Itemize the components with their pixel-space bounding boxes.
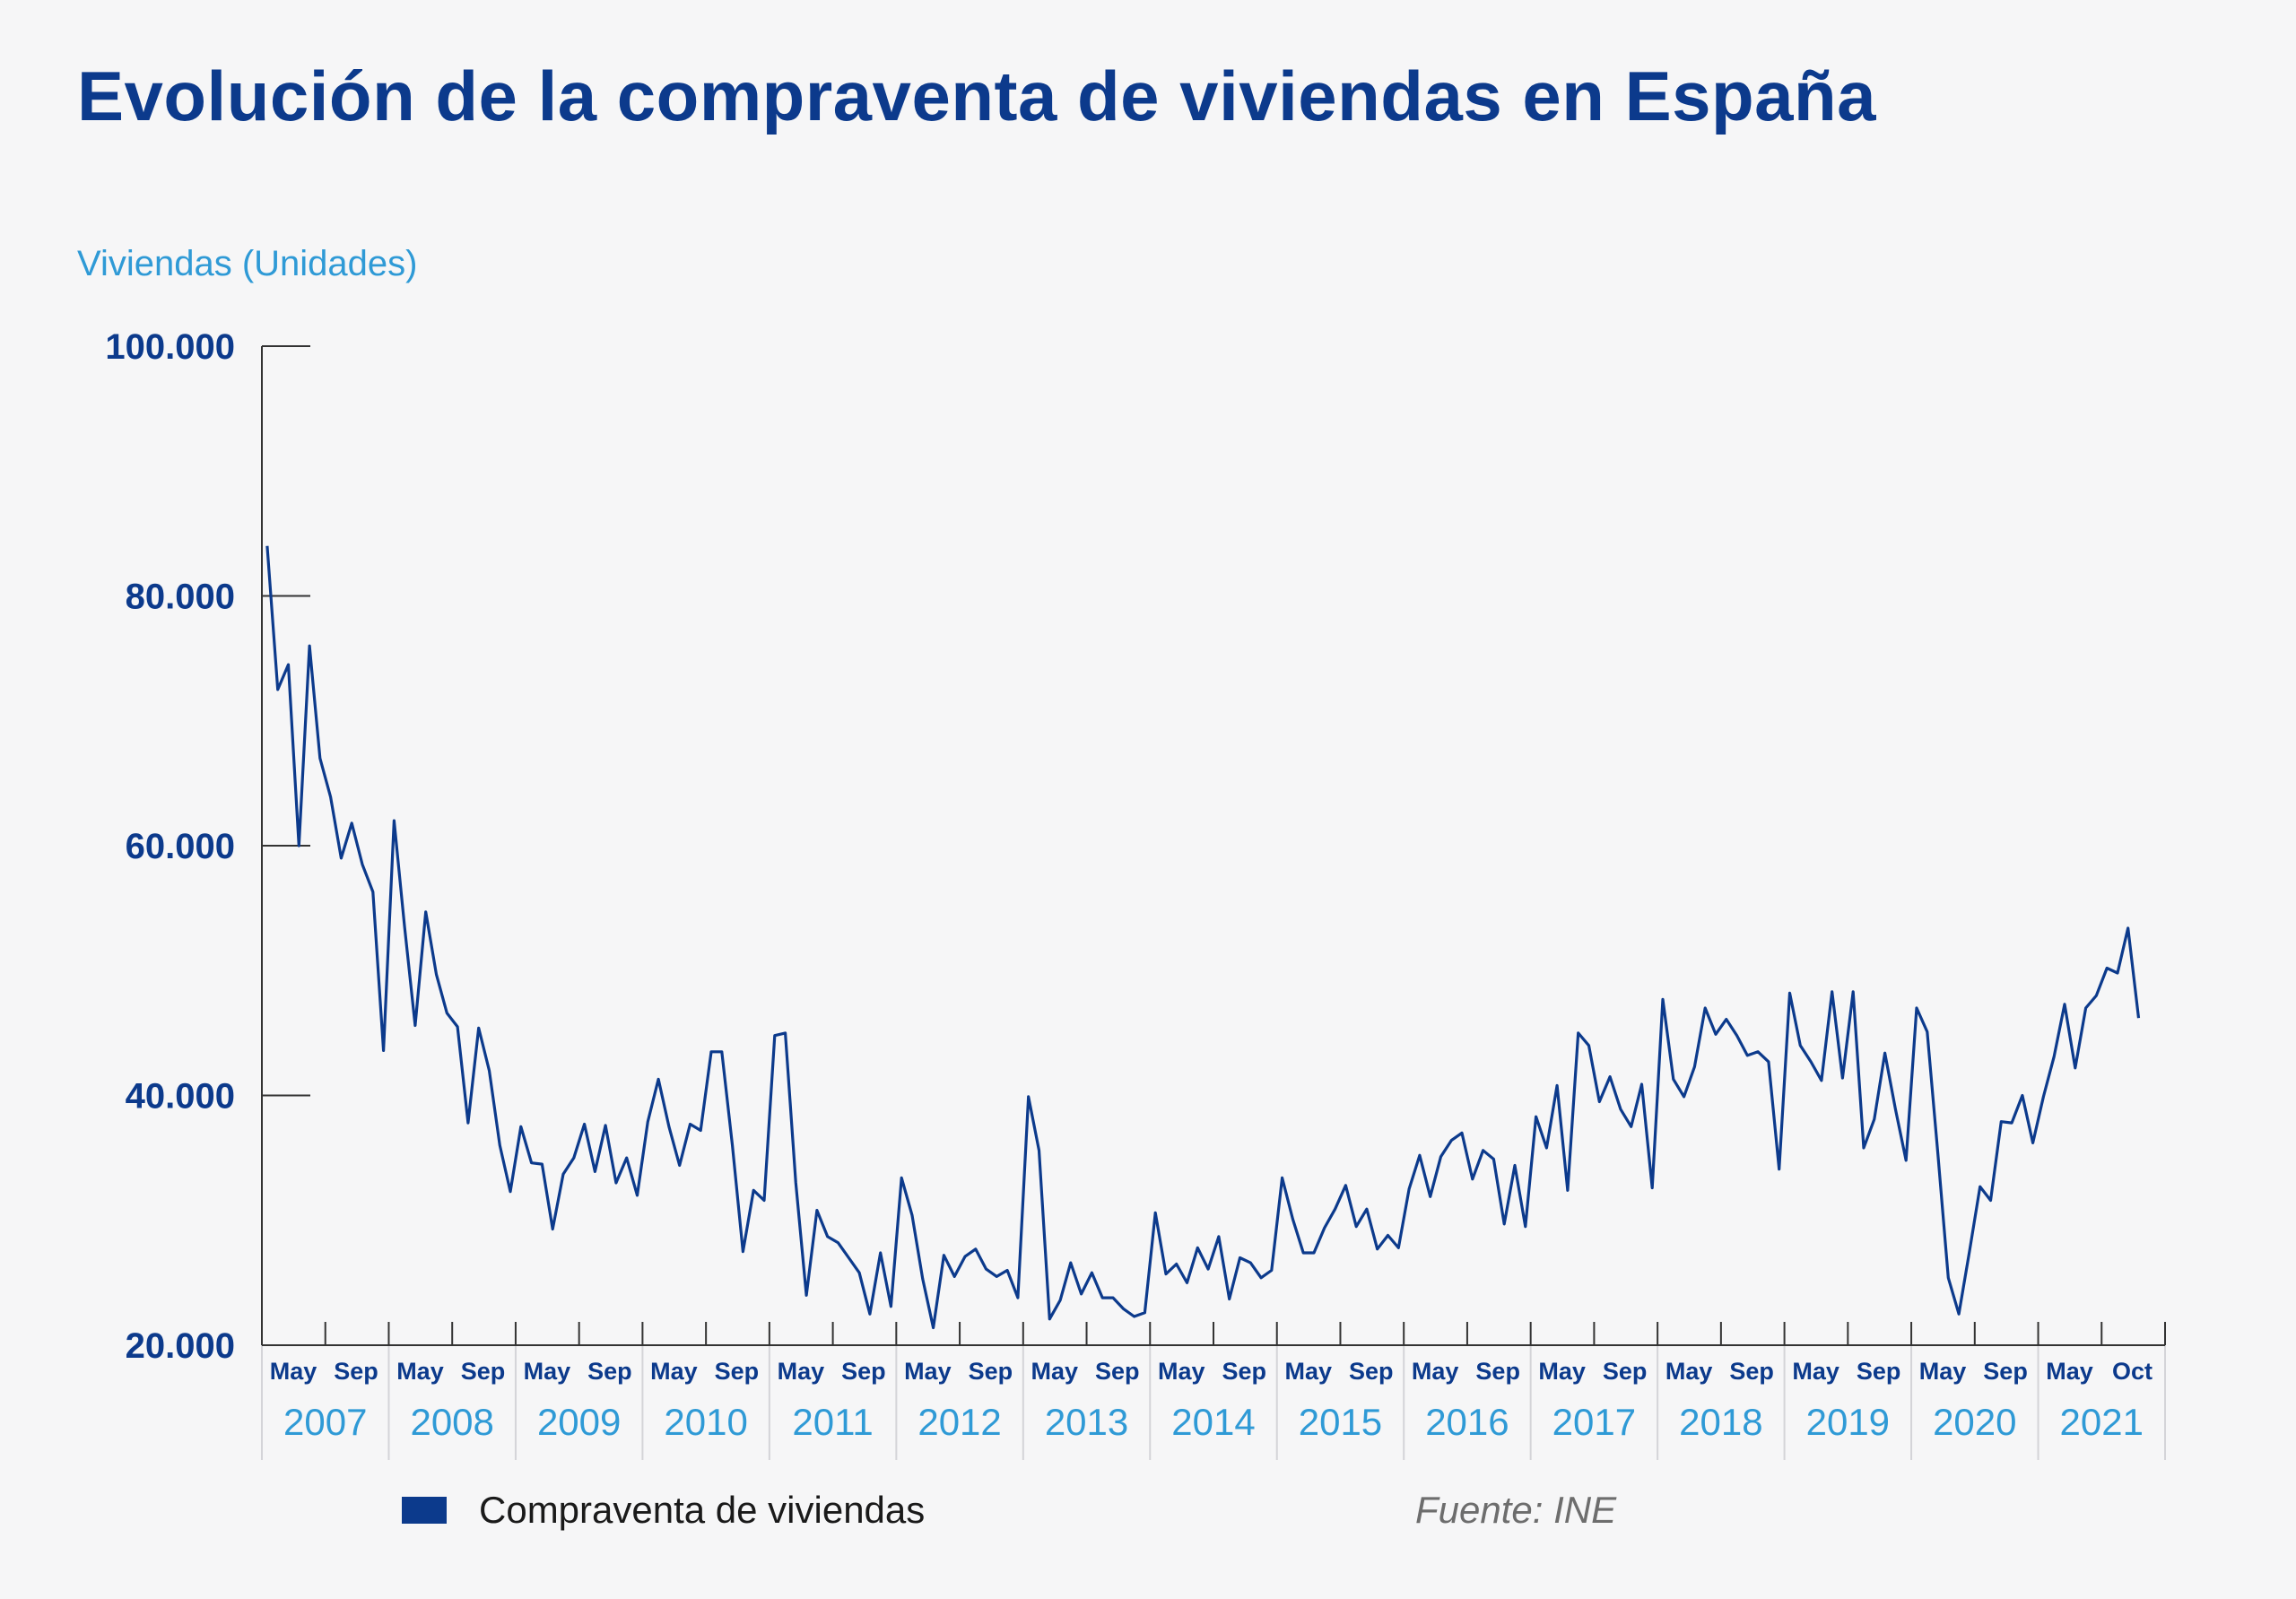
- x-tick-label: May: [1412, 1358, 1459, 1385]
- x-tick-label: Sep: [969, 1358, 1013, 1385]
- year-label: 2008: [410, 1401, 493, 1443]
- year-label: 2020: [1933, 1401, 2016, 1443]
- x-tick-label: Sep: [461, 1358, 506, 1385]
- x-tick-label: Sep: [1475, 1358, 1520, 1385]
- x-tick-label: May: [1792, 1358, 1839, 1385]
- x-tick-label: May: [1031, 1358, 1079, 1385]
- y-axis-label: Viviendas (Unidades): [77, 244, 418, 283]
- year-label: 2016: [1425, 1401, 1509, 1443]
- x-tick-label: Sep: [334, 1358, 378, 1385]
- x-tick-label: May: [1665, 1358, 1713, 1385]
- x-tick-label: Sep: [841, 1358, 886, 1385]
- year-label: 2010: [664, 1401, 747, 1443]
- x-tick-label: Sep: [1349, 1358, 1394, 1385]
- year-label: 2011: [792, 1401, 873, 1443]
- year-label: 2021: [2060, 1401, 2144, 1443]
- x-tick-label: May: [778, 1358, 825, 1385]
- x-tick-label: Sep: [1857, 1358, 1901, 1385]
- chart-title: Evolución de la compraventa de viviendas…: [77, 56, 1877, 135]
- x-tick-label: May: [1158, 1358, 1205, 1385]
- source-note: Fuente: INE: [1415, 1489, 1617, 1531]
- year-label: 2015: [1299, 1401, 1382, 1443]
- year-label: 2018: [1679, 1401, 1762, 1443]
- y-tick-label: 80.000: [126, 578, 235, 617]
- series-line-0: [265, 545, 2141, 1330]
- x-tick-label: May: [1919, 1358, 1967, 1385]
- x-tick-label: May: [2046, 1358, 2093, 1385]
- year-label: 2012: [918, 1401, 1001, 1443]
- year-label: 2007: [283, 1401, 367, 1443]
- x-tick-label: Sep: [1983, 1358, 2028, 1385]
- x-tick-label: May: [270, 1358, 317, 1385]
- x-tick-label: May: [1538, 1358, 1586, 1385]
- legend: Compraventa de viviendas: [402, 1489, 925, 1532]
- legend-label: Compraventa de viviendas: [479, 1489, 926, 1531]
- x-tick-label: May: [396, 1358, 444, 1385]
- x-tick-label: May: [650, 1358, 698, 1385]
- x-tick-label: Sep: [587, 1358, 632, 1385]
- x-tick-label: Oct: [2112, 1358, 2152, 1385]
- x-tick-label: Sep: [1729, 1358, 1774, 1385]
- x-tick-label: May: [524, 1358, 571, 1385]
- year-label: 2014: [1171, 1401, 1255, 1443]
- y-tick-label: 20.000: [126, 1326, 235, 1366]
- y-tick-label: 100.000: [105, 327, 235, 367]
- year-label: 2019: [1806, 1401, 1890, 1443]
- legend-swatch: [402, 1497, 447, 1524]
- x-tick-label: Sep: [1603, 1358, 1648, 1385]
- year-label: 2017: [1552, 1401, 1636, 1443]
- x-tick-label: Sep: [1095, 1358, 1140, 1385]
- year-label: 2013: [1045, 1401, 1128, 1443]
- year-label: 2009: [537, 1401, 621, 1443]
- x-tick-label: Sep: [1222, 1358, 1267, 1385]
- y-tick-label: 40.000: [126, 1077, 235, 1117]
- x-tick-label: May: [904, 1358, 952, 1385]
- x-tick-label: Sep: [715, 1358, 760, 1385]
- x-tick-label: May: [1284, 1358, 1332, 1385]
- y-tick-label: 60.000: [126, 827, 235, 866]
